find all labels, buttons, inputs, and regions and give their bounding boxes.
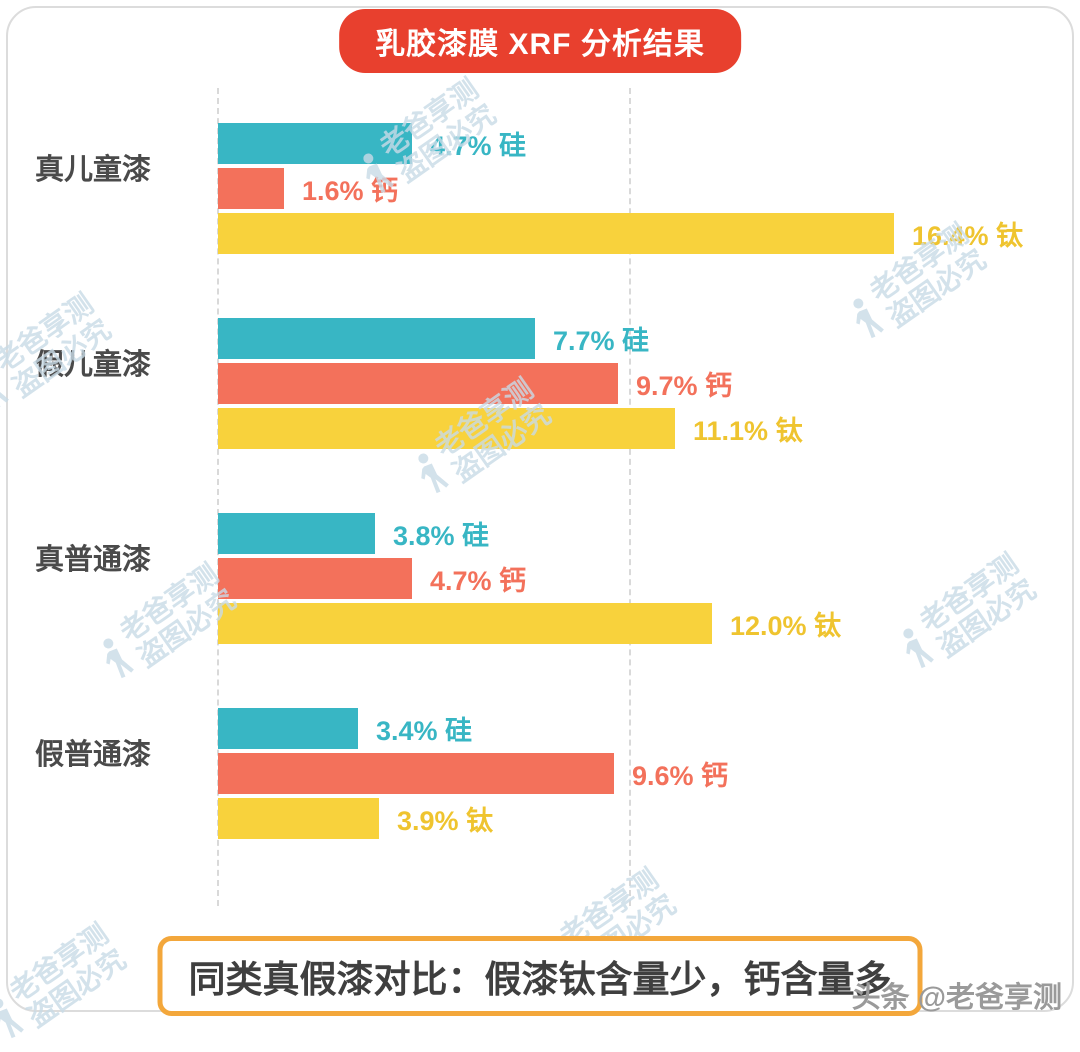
- bar-硅: [218, 513, 375, 554]
- bar-value-label: 3.8% 硅: [393, 521, 490, 551]
- diagonal-watermark: 老爸享测 盗图必究: [0, 918, 132, 1052]
- bar-value-label: 3.9% 钛: [397, 806, 494, 836]
- chart-group: 假儿童漆 7.7% 硅 9.7% 钙 11.1% 钛: [35, 318, 1023, 449]
- bar-value-label: 12.0% 钛: [730, 611, 842, 641]
- person-icon: [0, 378, 10, 409]
- bar-row: 11.1% 钛: [218, 408, 1023, 449]
- category-label: 假普通漆: [35, 739, 152, 771]
- bar-硅: [218, 318, 535, 359]
- bar-row: 9.6% 钙: [218, 753, 1023, 794]
- gridline-zero: [217, 88, 219, 906]
- bar-钛: [218, 213, 894, 254]
- bar-row: 4.7% 硅: [218, 123, 1023, 164]
- bar-row: 7.7% 硅: [218, 318, 1023, 359]
- person-icon: [0, 998, 25, 1039]
- bar-row: 4.7% 钙: [218, 558, 1023, 599]
- bar-value-label: 9.7% 钙: [636, 371, 733, 401]
- bar-value-label: 4.7% 硅: [430, 131, 527, 161]
- credit-watermark: 头条 @老爸享测: [851, 982, 1062, 1014]
- conclusion-banner: 同类真假漆对比：假漆钛含量少，钙含量多: [157, 936, 923, 1016]
- bar-钙: [218, 168, 284, 209]
- chart-title-badge: 乳胶漆膜 XRF 分析结果: [339, 9, 741, 73]
- watermark-text: 老爸享测 盗图必究: [4, 918, 132, 1034]
- bar-value-label: 1.6% 钙: [302, 176, 399, 206]
- bar-钛: [218, 798, 379, 839]
- bar-chart: 真儿童漆 4.7% 硅 1.6% 钙 16.4% 钛假儿童漆 7.7% 硅 9.7% 钙 1…: [35, 123, 1023, 903]
- person-icon: [103, 638, 135, 679]
- chart-group: 假普通漆 3.4% 硅 9.6% 钙 3.9% 钛: [35, 708, 1023, 839]
- gridline-ten-percent: [629, 88, 631, 906]
- bar-value-label: 9.6% 钙: [632, 761, 729, 791]
- bar-row: 3.8% 硅: [218, 513, 1023, 554]
- bar-row: 1.6% 钙: [218, 168, 1023, 209]
- category-label: 假儿童漆: [35, 349, 152, 381]
- bar-value-label: 7.7% 硅: [553, 326, 650, 356]
- category-label: 真儿童漆: [35, 154, 152, 186]
- bar-row: 3.4% 硅: [218, 708, 1023, 749]
- bar-钛: [218, 603, 712, 644]
- bar-钙: [218, 753, 614, 794]
- bar-row: 9.7% 钙: [218, 363, 1023, 404]
- bar-value-label: 11.1% 钛: [693, 416, 803, 446]
- bar-value-label: 16.4% 钛: [912, 221, 1024, 251]
- bar-钙: [218, 558, 412, 599]
- chart-group: 真普通漆 3.8% 硅 4.7% 钙 12.0% 钛: [35, 513, 1023, 644]
- bar-value-label: 3.4% 硅: [376, 716, 473, 746]
- bar-钙: [218, 363, 618, 404]
- bar-value-label: 4.7% 钙: [430, 566, 527, 596]
- category-label: 真普通漆: [35, 544, 152, 576]
- bar-硅: [218, 123, 412, 164]
- bar-row: 16.4% 钛: [218, 213, 1023, 254]
- chart-group: 真儿童漆 4.7% 硅 1.6% 钙 16.4% 钛: [35, 123, 1023, 254]
- bar-硅: [218, 708, 358, 749]
- bar-row: 12.0% 钛: [218, 603, 1023, 644]
- bar-row: 3.9% 钛: [218, 798, 1023, 839]
- bar-钛: [218, 408, 675, 449]
